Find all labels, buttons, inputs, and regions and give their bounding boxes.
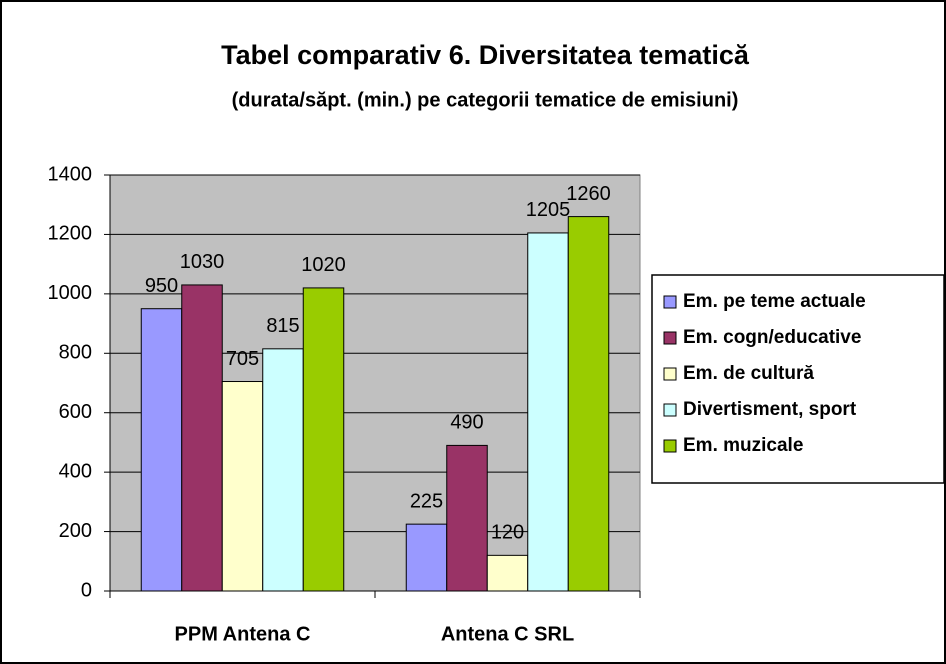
data-label: 225	[410, 490, 443, 512]
data-label: 1205	[526, 199, 571, 221]
bar	[181, 284, 223, 592]
y-tick-label: 0	[81, 579, 92, 601]
legend-swatch	[663, 295, 677, 309]
bar	[446, 444, 488, 592]
bar	[567, 216, 610, 592]
data-label: 815	[266, 315, 299, 337]
x-tick-label: PPM Antena C	[175, 623, 311, 645]
bar	[221, 381, 264, 592]
bar	[302, 287, 345, 592]
bar	[486, 554, 529, 592]
data-label: 950	[145, 275, 178, 297]
legend-box	[651, 274, 945, 484]
x-tick-label: Antena C SRL	[441, 623, 574, 645]
legend-label: Em. de cultură	[683, 363, 814, 384]
bar	[527, 232, 569, 592]
y-tick-label: 1400	[48, 163, 93, 185]
y-tick-label: 400	[59, 460, 92, 482]
data-label: 1020	[301, 254, 346, 276]
data-label: 120	[491, 522, 524, 544]
data-label: 705	[226, 348, 259, 370]
y-tick-label: 600	[59, 401, 92, 423]
chart-subtitle: (durata/săpt. (min.) pe categorii temati…	[232, 89, 739, 111]
bar	[262, 348, 304, 592]
data-label: 490	[450, 412, 483, 434]
y-tick-label: 1000	[48, 282, 93, 304]
legend-label: Divertisment, sport	[683, 399, 857, 420]
legend-label: Em. pe teme actuale	[683, 291, 866, 312]
legend-label: Em. muzicale	[683, 435, 803, 456]
legend-swatch	[663, 439, 677, 453]
legend-label: Em. cogn/educative	[683, 327, 861, 348]
data-label: 1260	[566, 183, 611, 205]
bar	[405, 523, 448, 592]
data-label: 1030	[180, 251, 225, 273]
bar	[140, 308, 183, 592]
legend-swatch	[663, 403, 677, 417]
y-tick-label: 800	[59, 342, 92, 364]
y-tick-label: 200	[59, 520, 92, 542]
chart-title: Tabel comparativ 6. Diversitatea tematic…	[221, 40, 750, 70]
legend-swatch	[663, 331, 677, 345]
legend-swatch	[663, 367, 677, 381]
y-tick-label: 1200	[48, 223, 93, 245]
